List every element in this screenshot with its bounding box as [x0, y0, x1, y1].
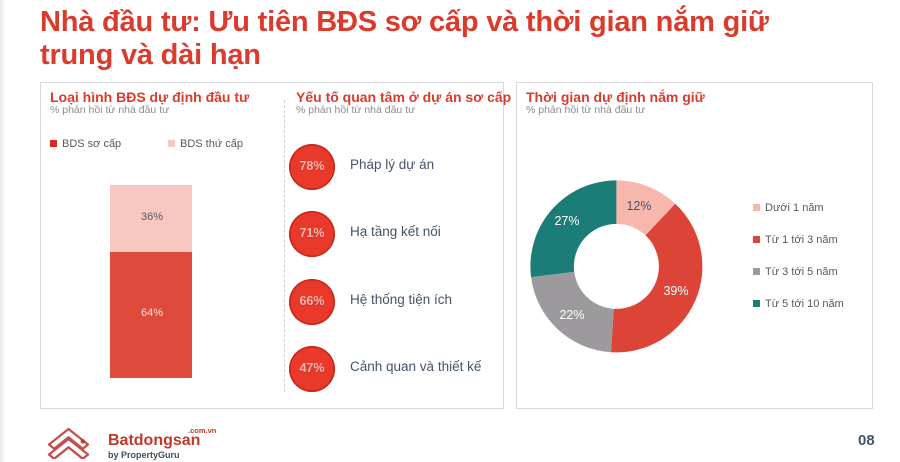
svg-text:22%: 22% [559, 308, 584, 322]
svg-text:39%: 39% [663, 284, 688, 298]
svg-text:27%: 27% [554, 214, 579, 228]
svg-text:12%: 12% [626, 199, 651, 213]
